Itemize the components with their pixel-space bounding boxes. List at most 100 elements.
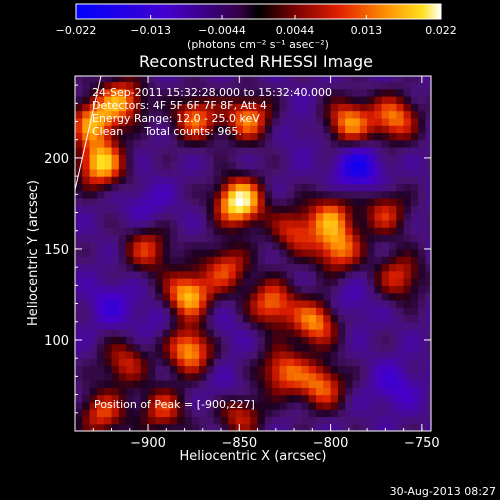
heatmap-cell <box>148 343 156 352</box>
heatmap-cell <box>133 234 142 243</box>
heatmap-cell <box>89 365 98 374</box>
heatmap-cell <box>315 321 324 330</box>
heatmap-cell <box>315 416 324 425</box>
heatmap-cell <box>118 154 127 163</box>
heatmap-cell <box>279 329 288 337</box>
heatmap-cell <box>250 110 259 119</box>
heatmap-cell <box>104 227 113 235</box>
heatmap-cell <box>169 307 178 316</box>
heatmap-cell <box>330 212 339 221</box>
heatmap-cell <box>140 256 149 265</box>
heatmap-cell <box>381 147 390 155</box>
heatmap-cell <box>177 329 186 337</box>
heatmap-cell <box>279 234 288 243</box>
heatmap-cell <box>374 205 383 214</box>
heatmap-cell <box>308 125 317 134</box>
heatmap-cell <box>294 176 302 185</box>
heatmap-cell <box>308 183 317 192</box>
heatmap-cell <box>352 409 361 418</box>
heatmap-cell <box>403 125 412 134</box>
heatmap-cell <box>82 205 91 214</box>
heatmap-cell <box>82 227 91 235</box>
heatmap-cell <box>264 416 273 425</box>
heatmap-cell <box>133 241 142 250</box>
heatmap-cell <box>82 263 91 272</box>
heatmap-cell <box>184 365 193 374</box>
heatmap-cell <box>89 212 98 221</box>
heatmap-cell <box>75 278 83 286</box>
heatmap-cell <box>389 219 397 228</box>
heatmap-cell <box>184 234 193 243</box>
heatmap-cell <box>126 365 135 374</box>
heatmap-cell <box>425 423 431 431</box>
heatmap-cell <box>140 292 149 301</box>
heatmap-cell <box>352 270 361 279</box>
heatmap-cell <box>418 205 427 214</box>
heatmap-cell <box>389 409 397 418</box>
heatmap-cell <box>279 270 288 279</box>
heatmap-cell <box>301 278 310 286</box>
colorbar-tick-label: −0.013 <box>130 24 171 37</box>
heatmap-cell <box>126 248 135 257</box>
heatmap-cell <box>264 125 273 134</box>
heatmap-cell <box>294 219 302 228</box>
heatmap-cell <box>359 219 368 228</box>
heatmap-cell <box>418 358 427 367</box>
heatmap-cell <box>155 387 164 396</box>
heatmap-cell <box>162 227 171 235</box>
heatmap-cell <box>133 343 142 352</box>
heatmap-cell <box>294 212 302 221</box>
heatmap-cell <box>396 241 405 250</box>
heatmap-cell <box>294 125 302 134</box>
heatmap-cell <box>221 270 229 279</box>
heatmap-cell <box>345 125 354 134</box>
heatmap-cell <box>235 278 244 286</box>
heatmap-cell <box>345 321 354 330</box>
heatmap-cell <box>235 168 244 177</box>
heatmap-cell <box>264 307 273 316</box>
heatmap-cell <box>403 168 412 177</box>
heatmap-cell <box>381 76 390 83</box>
heatmap-cell <box>403 154 412 163</box>
heatmap-cell <box>177 248 186 257</box>
heatmap-cell <box>381 350 390 359</box>
heatmap-cell <box>118 299 127 308</box>
heatmap-cell <box>148 248 156 257</box>
heatmap-cell <box>359 416 368 425</box>
heatmap-cell <box>381 117 390 126</box>
heatmap-cell <box>308 401 317 410</box>
heatmap-cell <box>294 423 302 431</box>
heatmap-cell <box>235 147 244 155</box>
heatmap-cell <box>155 416 164 425</box>
heatmap-cell <box>111 372 120 381</box>
heatmap-cell <box>396 197 405 206</box>
heatmap-cell <box>213 350 222 359</box>
heatmap-cell <box>264 176 273 185</box>
heatmap-cell <box>257 154 266 163</box>
heatmap-cell <box>272 270 281 279</box>
heatmap-cell <box>235 256 244 265</box>
heatmap-cell <box>418 248 427 257</box>
heatmap-cell <box>111 423 120 431</box>
heatmap-cell <box>286 103 295 112</box>
heatmap-cell <box>425 394 431 403</box>
heatmap-cell <box>148 81 156 90</box>
heatmap-cell <box>75 416 83 425</box>
heatmap-cell <box>403 132 412 141</box>
heatmap-cell <box>418 176 427 185</box>
heatmap-cell <box>242 256 251 265</box>
heatmap-cell <box>169 329 178 337</box>
heatmap-cell <box>148 394 156 403</box>
heatmap-cell <box>367 423 375 431</box>
heatmap-cell <box>118 307 127 316</box>
heatmap-cell <box>403 423 412 431</box>
heatmap-cell <box>169 409 178 418</box>
heatmap-cell <box>286 394 295 403</box>
heatmap-cell <box>345 409 354 418</box>
heatmap-cell <box>206 227 215 235</box>
heatmap-cell <box>264 321 273 330</box>
heatmap-cell <box>213 292 222 301</box>
heatmap-cell <box>169 110 178 119</box>
heatmap-cell <box>221 358 229 367</box>
heatmap-cell <box>286 154 295 163</box>
